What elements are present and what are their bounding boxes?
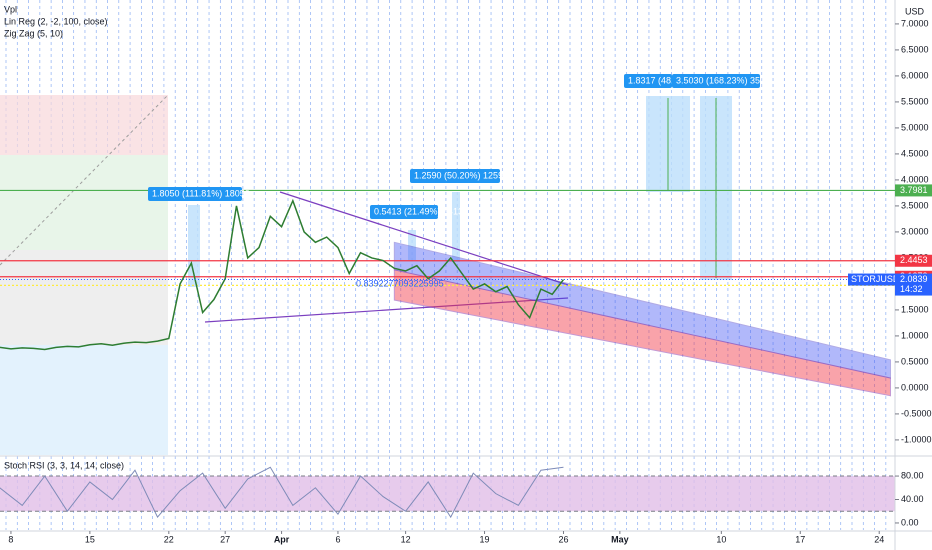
measure-label-bg	[370, 205, 438, 219]
x-tick-label: 22	[164, 534, 174, 544]
legend-item: Vpl	[4, 4, 17, 14]
countdown: 14:32	[900, 284, 923, 294]
x-tick-label: May	[611, 534, 629, 544]
trend-line	[279, 191, 569, 286]
measure-label: 1.2590 (50.20%) 12590	[414, 170, 508, 180]
y-tick-label: 1.5000	[901, 304, 929, 314]
x-tick-label: 15	[85, 534, 95, 544]
x-tick-label: 12	[401, 534, 411, 544]
price-badge	[895, 254, 932, 267]
fib-zone	[0, 95, 168, 155]
legend-item: Lin Reg (2, -2, 100, close)	[4, 16, 108, 26]
measure-box	[452, 192, 460, 262]
measure-label: 0.5413 (21.49%) 5413	[374, 206, 463, 216]
x-tick-label: 24	[874, 534, 884, 544]
x-tick-label: 26	[558, 534, 568, 544]
zigzag-label: 0.8392277093225995	[356, 278, 444, 288]
y-tick-label: 6.0000	[901, 70, 929, 80]
trend-line	[204, 297, 569, 323]
y-tick-label: 4.0000	[901, 174, 929, 184]
price-badge-label: 2.4453	[900, 255, 928, 265]
y-tick-label: 5.0000	[901, 122, 929, 132]
fib-zone	[0, 345, 168, 455]
measure-label-bg	[624, 74, 672, 88]
x-tick-label: 17	[795, 534, 805, 544]
measure-label-bg	[672, 74, 760, 88]
legend-item: Stoch RSI (3, 3, 14, 14, close)	[4, 460, 124, 470]
x-tick-label: 8	[8, 534, 13, 544]
y-tick-label: 0.0000	[901, 382, 929, 392]
measure-label-bg	[148, 187, 242, 201]
price-badge	[895, 184, 932, 197]
x-tick-label: 6	[335, 534, 340, 544]
grid	[0, 0, 895, 530]
y-tick-label: 5.5000	[901, 96, 929, 106]
stoch-line	[0, 466, 564, 519]
fib-zone	[0, 155, 168, 250]
x-tick-label: 10	[716, 534, 726, 544]
y-tick-label: 4.5000	[901, 148, 929, 158]
x-tick-label: Apr	[274, 534, 290, 544]
stoch-band	[0, 476, 895, 512]
y-tick-label: 1.0000	[901, 330, 929, 340]
measure-label: 3.5030 (168.23%) 35030	[676, 75, 775, 85]
measure-label: 1.8317 (48.	[628, 75, 674, 85]
legend-item: Zig Zag (5, 10)	[4, 28, 63, 38]
y-tick-label: 3.5000	[901, 200, 929, 210]
price-line	[0, 198, 565, 351]
measure-label: 1.8050 (111.81%) 18050	[152, 188, 250, 198]
y-tick-label: 3.0000	[901, 226, 929, 236]
measure-box	[408, 230, 416, 260]
price-badge-label: 3.7981	[900, 185, 928, 195]
y-tick-label: -1.0000	[901, 434, 932, 444]
last-price-badge	[895, 273, 932, 296]
y-tick-label: 7.0000	[901, 18, 929, 28]
y-tick-label: 0.00	[901, 517, 919, 527]
channel-lower	[393, 269, 891, 397]
measure-box	[188, 205, 200, 287]
x-tick-label: 19	[480, 534, 490, 544]
y-tick-label: 6.5000	[901, 44, 929, 54]
y-tick-label: 0.5000	[901, 356, 929, 366]
currency: USD	[905, 6, 925, 16]
y-tick-label: 40.00	[901, 494, 924, 504]
y-tick-label: 80.00	[901, 470, 924, 480]
y-tick-label: -0.5000	[901, 408, 932, 418]
drawings	[0, 94, 732, 455]
last-price-label: 2.0839	[900, 274, 928, 284]
measure-label-bg	[410, 169, 500, 183]
symbol-name: STORJUSD	[851, 274, 900, 284]
fib-diagonal	[0, 94, 169, 266]
symbol-badge	[848, 273, 895, 286]
x-tick-label: 27	[220, 534, 230, 544]
fib-zone	[0, 250, 168, 345]
